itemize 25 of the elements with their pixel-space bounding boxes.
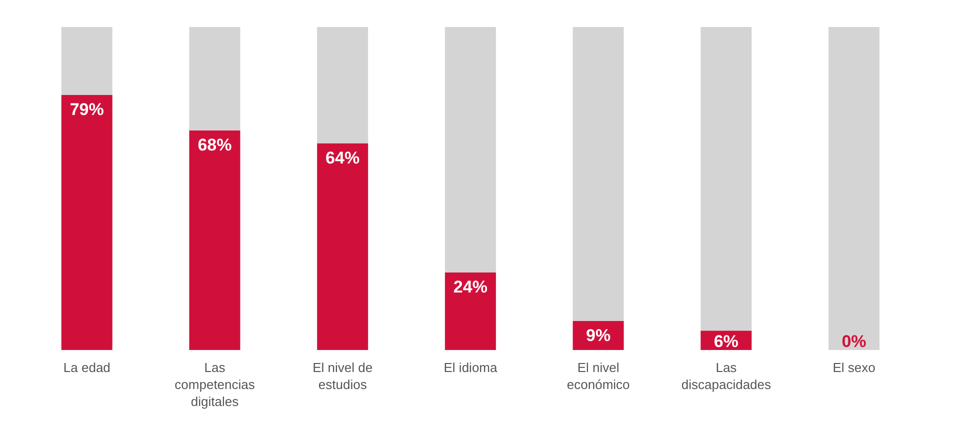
bar xyxy=(61,94,112,350)
bar xyxy=(61,27,112,95)
data-label: 79% xyxy=(70,100,104,119)
x-tick-label: El idioma xyxy=(444,360,498,375)
data-label: 9% xyxy=(586,326,611,345)
data-label: 0% xyxy=(842,332,866,351)
data-label: 64% xyxy=(326,148,360,168)
x-tick-label: La edad xyxy=(63,360,110,375)
bar xyxy=(828,27,880,350)
x-tick-label: Las discapacidades xyxy=(681,360,772,392)
x-tick-label: El nivel económico xyxy=(566,360,630,392)
data-label: 6% xyxy=(714,332,738,351)
x-tick-label: El nivel de estudios xyxy=(312,360,373,392)
data-label: 68% xyxy=(198,135,232,154)
x-tick-label: El sexo xyxy=(832,360,876,375)
bar xyxy=(317,27,368,144)
bar xyxy=(189,130,240,350)
bar xyxy=(700,27,752,331)
data-label: 24% xyxy=(453,277,488,296)
bar xyxy=(189,27,240,130)
bar xyxy=(572,27,624,321)
bar xyxy=(444,272,496,350)
bar xyxy=(444,27,496,272)
bar xyxy=(317,143,368,350)
x-tick-label: Las competencias digitales xyxy=(174,360,256,409)
